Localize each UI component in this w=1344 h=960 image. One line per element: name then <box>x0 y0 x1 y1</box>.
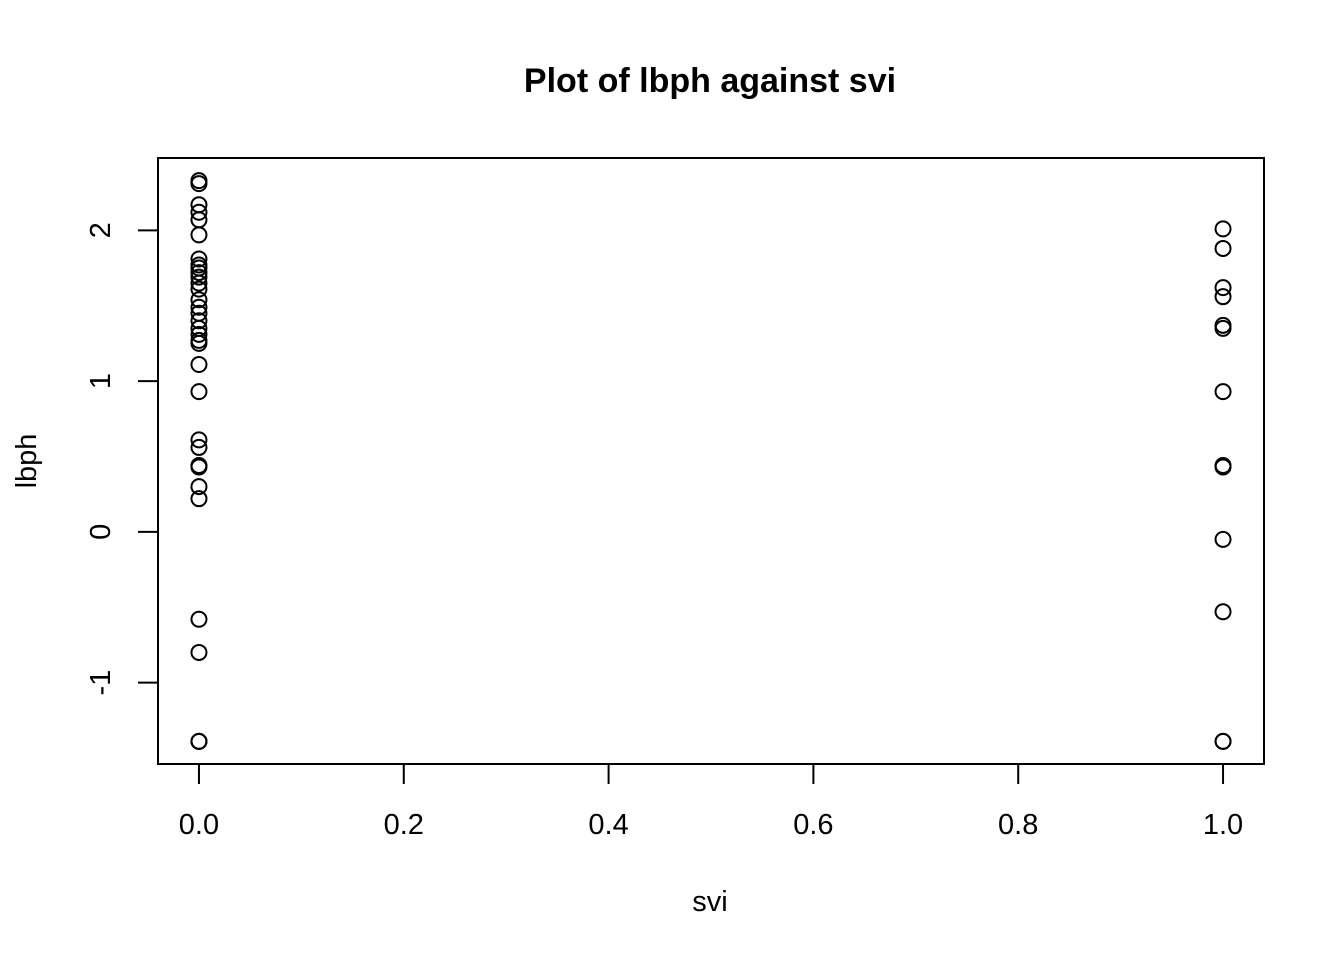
x-axis-label: svi <box>692 886 727 918</box>
y-axis: -1 0 1 2 <box>85 222 159 696</box>
data-point <box>1214 279 1232 297</box>
data-points <box>190 172 1232 750</box>
data-point <box>190 610 208 628</box>
data-point <box>1214 220 1232 238</box>
x-tick-label: 1.0 <box>1203 809 1243 841</box>
data-point <box>190 312 208 330</box>
data-point <box>1214 603 1232 621</box>
data-point <box>190 643 208 661</box>
data-point <box>1214 530 1232 548</box>
data-point <box>190 268 208 286</box>
data-point <box>190 438 208 456</box>
x-tick-label: 0.2 <box>384 809 424 841</box>
chart-title: Plot of lbph against svi <box>524 62 896 100</box>
data-point <box>190 280 208 298</box>
data-point <box>1214 458 1232 476</box>
data-point <box>1214 383 1232 401</box>
plot-frame <box>157 157 1265 765</box>
y-axis-label: lbph <box>11 434 43 489</box>
y-tick-label: 0 <box>85 524 117 540</box>
data-point <box>190 274 208 292</box>
data-point <box>1214 239 1232 257</box>
data-point <box>190 383 208 401</box>
data-point <box>190 298 208 316</box>
y-tick-label: 1 <box>85 373 117 389</box>
x-tick-label: 0.0 <box>179 809 219 841</box>
data-point <box>190 291 208 309</box>
data-point <box>190 458 208 476</box>
data-point <box>190 478 208 496</box>
data-point <box>190 490 208 508</box>
data-point <box>1214 732 1232 750</box>
data-point <box>190 250 208 268</box>
data-point <box>1214 288 1232 306</box>
data-point <box>190 334 208 352</box>
data-point <box>190 356 208 374</box>
x-tick-label: 0.8 <box>998 809 1038 841</box>
y-tick-label: -1 <box>85 670 117 696</box>
data-point <box>190 325 208 343</box>
x-tick-label: 0.4 <box>588 809 628 841</box>
data-point <box>190 175 208 193</box>
data-point <box>190 431 208 449</box>
data-point <box>190 226 208 244</box>
x-axis: 0.0 0.2 0.4 0.6 0.8 1.0 <box>179 763 1243 841</box>
data-point <box>1214 319 1232 337</box>
data-point <box>190 264 208 282</box>
x-tick-label: 0.6 <box>793 809 833 841</box>
data-point <box>190 203 208 221</box>
data-point <box>190 732 208 750</box>
y-tick-label: 2 <box>85 222 117 238</box>
